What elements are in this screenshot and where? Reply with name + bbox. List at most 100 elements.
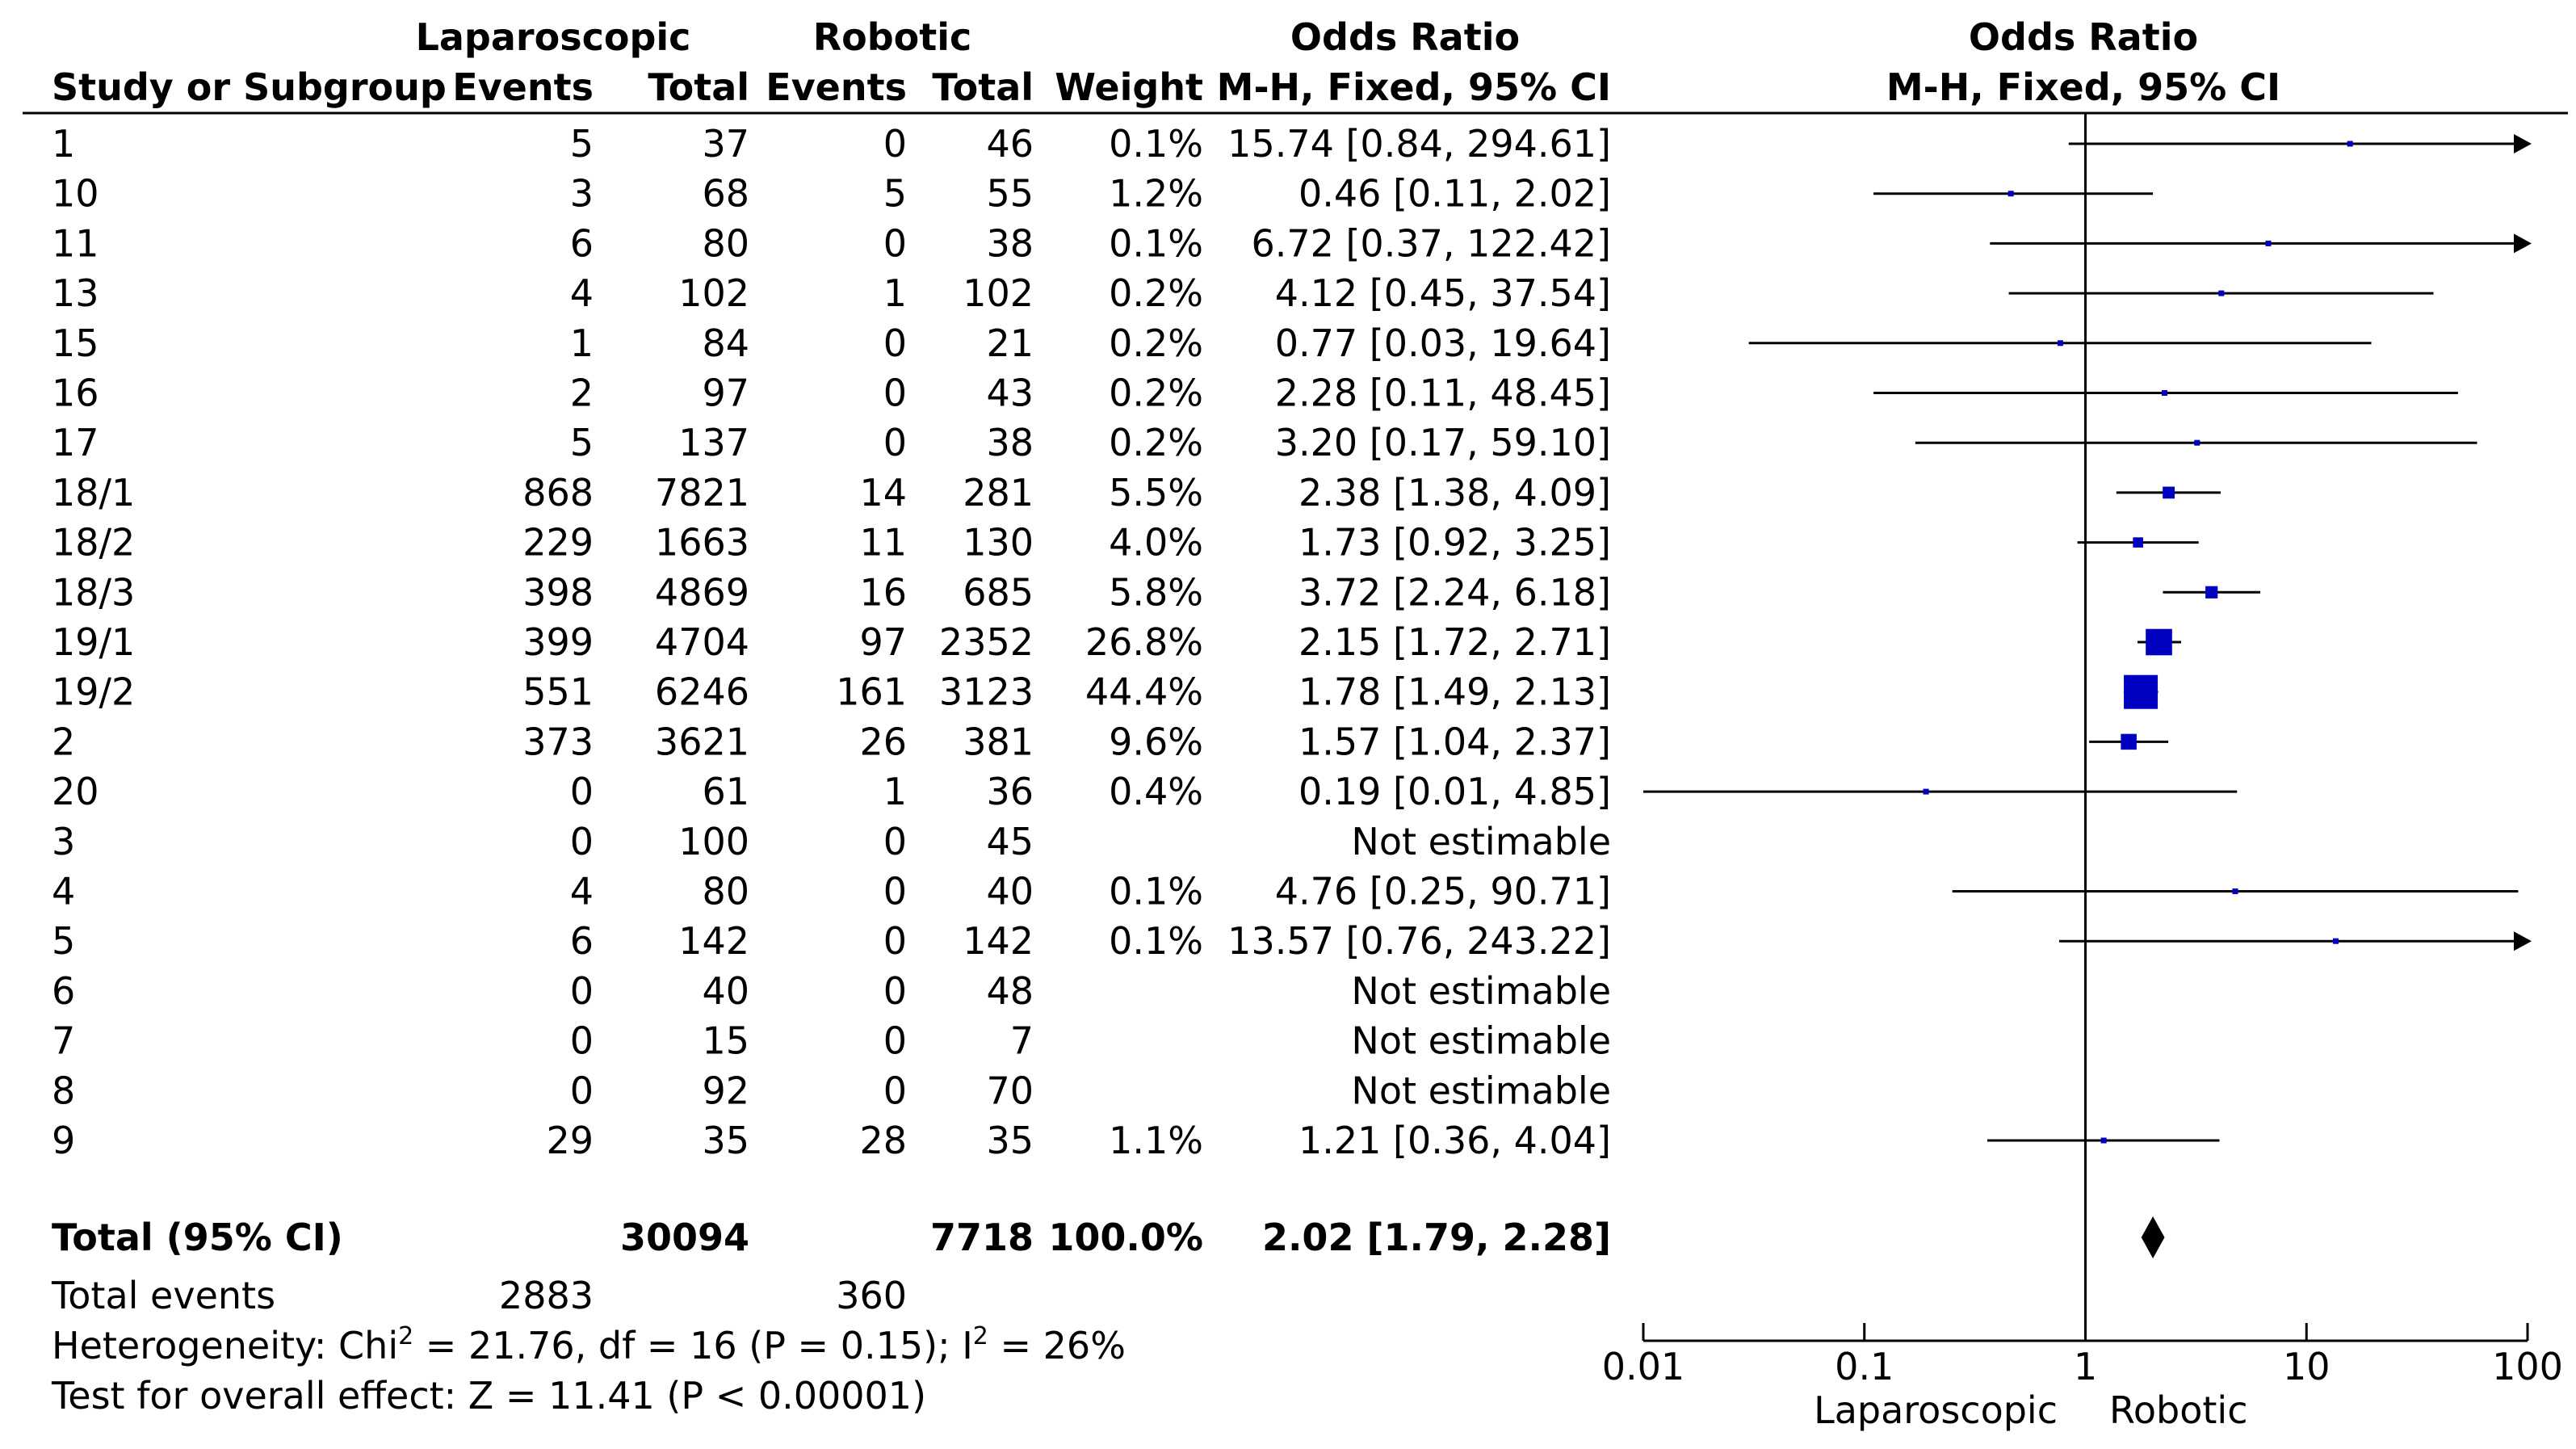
study-label: 19/1 [52, 620, 135, 664]
rob-events-cell: 0 [883, 1069, 907, 1112]
rob-total-cell: 38 [986, 221, 1034, 265]
rob-total-cell: 55 [986, 172, 1034, 216]
weight-cell: 0.2% [1109, 372, 1203, 415]
lap-total-cell: 97 [702, 372, 749, 415]
point-estimate-square [2205, 586, 2218, 598]
study-row: 6 0 40 0 48 Not estimable [52, 969, 1611, 1013]
study-row: 19/2 551 6246 161 3123 44.4% 1.78 [1.49, 2.13] [52, 670, 1611, 714]
ci-text-cell: 2.15 [1.72, 2.71] [1298, 620, 1611, 664]
lap-events-cell: 29 [546, 1119, 594, 1162]
weight-cell: 5.5% [1109, 471, 1203, 514]
lap-total-cell: 100 [678, 820, 749, 863]
total-lap-total: 30094 [620, 1216, 749, 1259]
point-estimate-square [2232, 888, 2238, 894]
study-label: 18/2 [52, 521, 135, 565]
rob-events-cell: 161 [836, 670, 907, 714]
favours-left-label: Laparoscopic [1814, 1388, 2058, 1432]
point-estimate-square [2124, 674, 2159, 709]
rob-total-cell: 40 [986, 870, 1034, 914]
rob-events-cell: 0 [883, 421, 907, 464]
total-weight: 100.0% [1048, 1216, 1203, 1259]
study-row: 9 29 35 28 35 1.1% 1.21 [0.36, 4.04] [52, 1119, 1611, 1162]
study-label: 8 [52, 1069, 75, 1112]
plot-area: 0.01 0.1 1 10 100 [1602, 113, 2563, 1388]
lap-total-cell: 102 [678, 271, 749, 315]
rob-events-cell: 1 [883, 770, 907, 813]
rob-events-cell: 0 [883, 321, 907, 365]
rob-events-cell: 1 [883, 271, 907, 315]
study-row: 10 3 68 5 55 1.2% 0.46 [0.11, 2.02] [52, 172, 1611, 216]
lap-total-cell: 80 [702, 221, 749, 265]
study-label: 15 [52, 321, 99, 365]
lap-events-cell: 4 [570, 271, 594, 315]
study-label: 2 [52, 720, 75, 763]
ci-arrow-right [2514, 931, 2532, 951]
rob-total-cell: 35 [986, 1119, 1034, 1162]
ci-text-cell: 6.72 [0.37, 122.42] [1251, 221, 1611, 265]
study-row: 5 6 142 0 142 0.1% 13.57 [0.76, 243.22] [52, 919, 1611, 963]
rob-events-cell: 0 [883, 372, 907, 415]
ci-text-cell: Not estimable [1351, 820, 1611, 863]
lap-total-cell: 35 [702, 1119, 749, 1162]
rob-total-cell: 2352 [939, 620, 1034, 664]
rob-total-cell: 43 [986, 372, 1034, 415]
weight-cell: 9.6% [1109, 720, 1203, 763]
rob-events-cell: 97 [859, 620, 907, 664]
lap-total-cell: 37 [702, 122, 749, 166]
rob-events-cell: 28 [859, 1119, 907, 1162]
header-lap-events: Events [452, 65, 594, 109]
study-row: 7 0 15 0 7 Not estimable [52, 1019, 1611, 1063]
study-label: 19/2 [52, 670, 135, 714]
study-row: 17 5 137 0 38 0.2% 3.20 [0.17, 59.10] [52, 421, 1611, 464]
total-rob-total: 7718 [930, 1216, 1034, 1259]
study-label: 7 [52, 1019, 75, 1063]
ci-text-cell: 0.77 [0.03, 19.64] [1275, 321, 1611, 365]
rob-total-cell: 130 [963, 521, 1034, 565]
ci-text-cell: 3.20 [0.17, 59.10] [1275, 421, 1611, 464]
header-plot-method: M-H, Fixed, 95% CI [1886, 65, 2280, 109]
point-estimate-square [2161, 390, 2167, 396]
study-row: 20 0 61 1 36 0.4% 0.19 [0.01, 4.85] [52, 770, 1611, 813]
study-row: 15 1 84 0 21 0.2% 0.77 [0.03, 19.64] [52, 321, 1611, 365]
header-group1: Laparoscopic [416, 15, 691, 59]
lap-events-cell: 398 [522, 570, 594, 614]
ci-text-cell: 1.57 [1.04, 2.37] [1298, 720, 1611, 763]
ci-text-cell: Not estimable [1351, 1069, 1611, 1112]
rob-total-cell: 281 [963, 471, 1034, 514]
ci-text-cell: 4.12 [0.45, 37.54] [1275, 271, 1611, 315]
rob-total-cell: 102 [963, 271, 1034, 315]
point-estimate-square [2121, 733, 2137, 750]
study-row: 18/1 868 7821 14 281 5.5% 2.38 [1.38, 4.09] [52, 471, 1611, 514]
header-or-method: M-H, Fixed, 95% CI [1217, 65, 1611, 109]
lap-events-cell: 373 [522, 720, 594, 763]
point-estimate-square [2218, 290, 2225, 296]
lap-total-cell: 7821 [655, 471, 749, 514]
x-tick-label: 10 [2283, 1345, 2331, 1388]
lap-total-cell: 40 [702, 969, 749, 1013]
total-label: Total (95% CI) [52, 1216, 343, 1259]
rob-total-cell: 381 [963, 720, 1034, 763]
rob-events-cell: 0 [883, 221, 907, 265]
rob-events-cell: 5 [883, 172, 907, 216]
ci-text-cell: 1.78 [1.49, 2.13] [1298, 670, 1611, 714]
point-estimate-square [1923, 788, 1929, 795]
lap-total-cell: 84 [702, 321, 749, 365]
ci-text-cell: Not estimable [1351, 969, 1611, 1013]
point-estimate-square [2333, 938, 2339, 944]
rob-total-cell: 45 [986, 820, 1034, 863]
weight-cell: 5.8% [1109, 570, 1203, 614]
rob-events-cell: 16 [859, 570, 907, 614]
rob-total-cell: 38 [986, 421, 1034, 464]
point-estimate-square [2146, 628, 2172, 656]
lap-total-cell: 80 [702, 870, 749, 914]
lap-total-cell: 4704 [655, 620, 749, 664]
header-rob-total: Total [932, 65, 1034, 109]
lap-events-cell: 3 [570, 172, 594, 216]
lap-total-cell: 92 [702, 1069, 749, 1112]
study-label: 18/1 [52, 471, 135, 514]
study-label: 11 [52, 221, 99, 265]
ci-text-cell: 15.74 [0.84, 294.61] [1227, 122, 1611, 166]
ci-text-cell: 4.76 [0.25, 90.71] [1275, 870, 1611, 914]
total-events-rob: 360 [836, 1274, 907, 1317]
lap-events-cell: 5 [570, 122, 594, 166]
